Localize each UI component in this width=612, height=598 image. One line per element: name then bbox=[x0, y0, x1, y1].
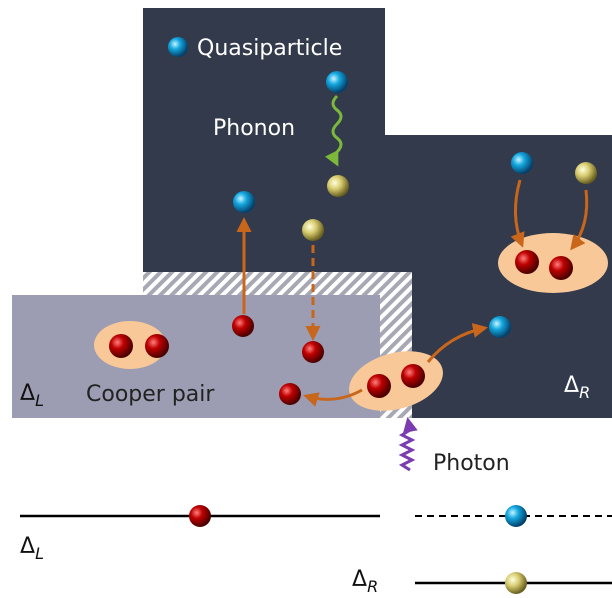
subscript: R bbox=[367, 577, 378, 596]
subscript: R bbox=[579, 383, 590, 402]
electron bbox=[145, 334, 169, 358]
electron bbox=[367, 374, 391, 398]
level-label: ΔR bbox=[352, 567, 378, 596]
quasiparticle bbox=[505, 505, 527, 527]
electron bbox=[279, 383, 301, 405]
quasiparticle bbox=[327, 175, 349, 197]
quasiparticle-icon bbox=[168, 37, 188, 57]
photon-label: Photon bbox=[433, 451, 510, 476]
electron bbox=[515, 250, 539, 274]
symbol: Δ bbox=[20, 381, 35, 406]
diagram: Quasiparticle Phonon Cooper pair Photon … bbox=[0, 0, 612, 598]
quasiparticle bbox=[489, 316, 511, 338]
symbol: Δ bbox=[564, 373, 579, 398]
quasiparticle bbox=[575, 162, 597, 184]
cooper-pair-label: Cooper pair bbox=[86, 382, 215, 407]
symbol: Δ bbox=[352, 567, 367, 592]
quasiparticle bbox=[505, 572, 527, 594]
quasiparticle bbox=[511, 152, 533, 174]
electron bbox=[232, 315, 254, 337]
phonon-label: Phonon bbox=[213, 116, 295, 141]
legend-label: Quasiparticle bbox=[197, 36, 342, 61]
subscript: L bbox=[35, 544, 44, 563]
subscript: L bbox=[35, 391, 44, 410]
quasiparticle bbox=[326, 71, 348, 93]
electron bbox=[109, 334, 133, 358]
electron bbox=[549, 256, 573, 280]
symbol: Δ bbox=[20, 534, 35, 559]
level-label: ΔL bbox=[20, 534, 44, 563]
electron bbox=[401, 364, 425, 388]
electron bbox=[302, 341, 324, 363]
energy-levels bbox=[20, 505, 612, 594]
quasiparticle bbox=[302, 219, 324, 241]
photon-arrow bbox=[402, 420, 412, 470]
electron bbox=[189, 505, 211, 527]
quasiparticle bbox=[233, 191, 255, 213]
